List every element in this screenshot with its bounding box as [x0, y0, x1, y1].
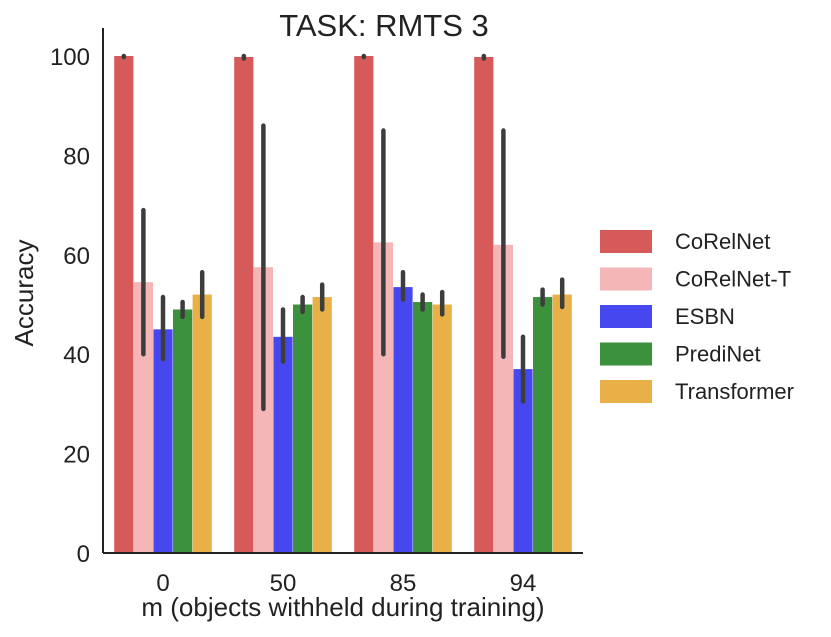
- legend: CoRelNet CoRelNet-T ESBN PrediNet Transforme…: [600, 229, 794, 404]
- bar-corelnet-85: [354, 56, 374, 553]
- legend-swatch-predinet: [600, 342, 652, 366]
- legend-swatch-corelnet-t: [600, 267, 652, 291]
- bar-transformer-94: [552, 294, 572, 553]
- y-tick-label: 60: [63, 243, 90, 270]
- x-tick-label: 94: [510, 570, 537, 597]
- bar-esbn-94: [513, 369, 533, 553]
- y-tick-label: 80: [63, 143, 90, 170]
- legend-label-corelnet: CoRelNet: [675, 229, 770, 254]
- y-tick-label: 40: [63, 342, 90, 369]
- bar-corelnet-94: [474, 56, 494, 554]
- y-tick-label: 100: [50, 44, 90, 71]
- bar-predinet-85: [413, 302, 433, 553]
- bar-predinet-0: [173, 309, 193, 553]
- plot-area: 0 50 85 94 0 20 40 60 80 100: [50, 28, 583, 597]
- bar-predinet-94: [533, 297, 553, 553]
- bar-transformer-50: [312, 297, 332, 553]
- chart-title: TASK: RMTS 3: [279, 8, 489, 43]
- bar-corelnet-0: [114, 56, 134, 553]
- legend-label-predinet: PrediNet: [675, 342, 761, 367]
- bar-corelnet-t-94: [493, 244, 513, 554]
- x-tick-label: 85: [390, 570, 417, 597]
- x-tick-label: 50: [270, 570, 297, 597]
- legend-swatch-transformer: [600, 380, 652, 403]
- legend-label-corelnet-t: CoRelNet-T: [675, 267, 791, 292]
- bar-corelnet-50: [234, 56, 254, 554]
- bar-esbn-50: [273, 336, 293, 553]
- legend-label-transformer: Transformer: [675, 379, 794, 404]
- legend-swatch-corelnet: [600, 230, 652, 253]
- bar-esbn-85: [393, 287, 413, 553]
- y-tick-label: 20: [63, 442, 90, 469]
- y-tick-label: 0: [77, 541, 90, 568]
- legend-swatch-esbn: [600, 305, 652, 328]
- bar-predinet-50: [293, 304, 313, 553]
- legend-label-esbn: ESBN: [675, 304, 735, 329]
- y-axis-title: Accuracy: [9, 240, 39, 347]
- x-axis-title: m (objects withheld during training): [141, 592, 544, 622]
- bar-corelnet-t-0: [133, 282, 153, 553]
- bar-transformer-0: [192, 294, 212, 553]
- bar-corelnet-t-85: [373, 242, 393, 554]
- x-tick-label: 0: [156, 570, 169, 597]
- bar-transformer-85: [432, 304, 452, 553]
- bar-esbn-0: [153, 329, 173, 553]
